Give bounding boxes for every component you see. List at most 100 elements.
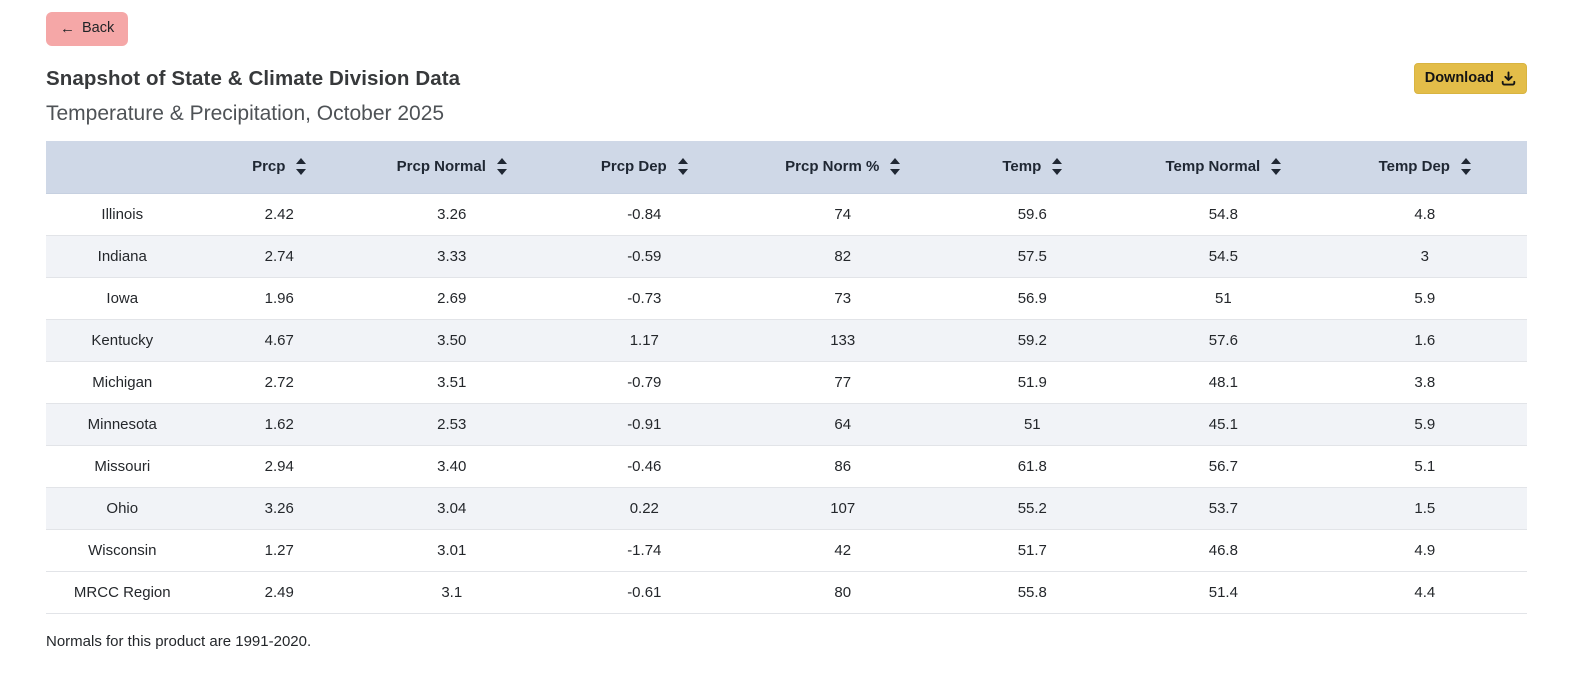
prcp-dep-cell: 0.22: [543, 487, 745, 530]
temp-cell: 61.8: [940, 445, 1125, 488]
prcp-cell: 2.49: [198, 571, 360, 614]
column-header-label: Temp Dep: [1378, 158, 1450, 176]
table-row: Michigan 2.72 3.51 -0.79 77 51.9 48.1 3.…: [46, 361, 1527, 404]
prcp-normal-cell: 3.26: [359, 193, 544, 236]
prcp-dep-cell: -1.74: [543, 529, 745, 572]
header-row: Prcp Prcp Normal Prcp Dep: [46, 141, 1527, 194]
temp-normal-cell: 51.4: [1124, 571, 1323, 614]
state-cell: Minnesota: [46, 403, 199, 446]
table-header: Prcp Prcp Normal Prcp Dep: [46, 141, 1527, 194]
page-subtitle: Temperature & Precipitation, October 202…: [46, 102, 445, 125]
column-header-label: Prcp Dep: [600, 158, 667, 176]
column-header-temp-normal[interactable]: Temp Normal: [1124, 141, 1323, 194]
download-button[interactable]: Download: [1413, 63, 1527, 94]
normals-footnote: Normals for this product are 1991-2020.: [46, 632, 312, 650]
sort-arrows-icon: [1052, 158, 1063, 176]
prcp-cell: 2.72: [198, 361, 360, 404]
temp-dep-cell: 5.9: [1322, 403, 1527, 446]
table-body: Illinois 2.42 3.26 -0.84 74 59.6 54.8 4.…: [46, 193, 1527, 614]
temp-normal-cell: 54.8: [1124, 193, 1323, 236]
state-cell: Kentucky: [46, 319, 199, 362]
state-cell: Wisconsin: [46, 529, 199, 572]
climate-data-table: Prcp Prcp Normal Prcp Dep: [46, 141, 1527, 614]
sort-arrows-icon: [1460, 158, 1471, 176]
prcp-normal-cell: 2.53: [359, 403, 544, 446]
prcp-normal-cell: 3.51: [359, 361, 544, 404]
prcp-dep-cell: -0.61: [543, 571, 745, 614]
column-header-temp[interactable]: Temp: [940, 141, 1125, 194]
temp-cell: 56.9: [940, 277, 1125, 320]
prcp-norm-pct-cell: 74: [745, 193, 941, 236]
state-cell: Ohio: [46, 487, 199, 530]
header-row: Snapshot of State & Climate Division Dat…: [46, 63, 1527, 126]
temp-cell: 57.5: [940, 235, 1125, 278]
temp-normal-cell: 57.6: [1124, 319, 1323, 362]
column-header-prcp[interactable]: Prcp: [198, 141, 360, 194]
column-header-prcp-normal[interactable]: Prcp Normal: [359, 141, 544, 194]
prcp-norm-pct-cell: 107: [745, 487, 941, 530]
temp-normal-cell: 56.7: [1124, 445, 1323, 488]
table-row: Indiana 2.74 3.33 -0.59 82 57.5 54.5 3: [46, 235, 1527, 278]
temp-dep-cell: 4.9: [1322, 529, 1527, 572]
temp-cell: 51: [940, 403, 1125, 446]
state-cell: MRCC Region: [46, 571, 199, 614]
prcp-normal-cell: 3.04: [359, 487, 544, 530]
back-button[interactable]: ← Back: [46, 12, 129, 46]
temp-cell: 51.9: [940, 361, 1125, 404]
temp-dep-cell: 1.5: [1322, 487, 1527, 530]
temp-dep-cell: 3: [1322, 235, 1527, 278]
table-row-region-summary: MRCC Region 2.49 3.1 -0.61 80 55.8 51.4 …: [46, 571, 1527, 614]
temp-cell: 55.2: [940, 487, 1125, 530]
prcp-normal-cell: 3.01: [359, 529, 544, 572]
temp-dep-cell: 5.9: [1322, 277, 1527, 320]
sort-arrows-icon: [296, 158, 307, 176]
back-button-label: Back: [82, 20, 115, 37]
column-header-prcp-dep[interactable]: Prcp Dep: [543, 141, 745, 194]
title-block: Snapshot of State & Climate Division Dat…: [46, 67, 460, 126]
column-header-prcp-norm-pct[interactable]: Prcp Norm %: [745, 141, 941, 194]
sort-arrows-icon: [496, 158, 507, 176]
sort-arrows-icon: [1271, 158, 1282, 176]
prcp-norm-pct-cell: 42: [745, 529, 941, 572]
column-header-temp-dep[interactable]: Temp Dep: [1322, 141, 1527, 194]
prcp-dep-cell: -0.91: [543, 403, 745, 446]
prcp-cell: 2.42: [198, 193, 360, 236]
prcp-normal-cell: 2.69: [359, 277, 544, 320]
temp-cell: 51.7: [940, 529, 1125, 572]
temp-dep-cell: 1.6: [1322, 319, 1527, 362]
temp-normal-cell: 48.1: [1124, 361, 1323, 404]
prcp-dep-cell: -0.73: [543, 277, 745, 320]
temp-normal-cell: 53.7: [1124, 487, 1323, 530]
prcp-norm-pct-cell: 86: [745, 445, 941, 488]
back-arrow-icon: ←: [60, 20, 75, 37]
temp-normal-cell: 51: [1124, 277, 1323, 320]
table-row: Missouri 2.94 3.40 -0.46 86 61.8 56.7 5.…: [46, 445, 1527, 488]
column-header-label: Temp: [1002, 158, 1042, 176]
prcp-normal-cell: 3.50: [359, 319, 544, 362]
state-cell: Missouri: [46, 445, 199, 488]
temp-cell: 59.6: [940, 193, 1125, 236]
prcp-dep-cell: -0.46: [543, 445, 745, 488]
temp-dep-cell: 4.4: [1322, 571, 1527, 614]
temp-dep-cell: 4.8: [1322, 193, 1527, 236]
temp-normal-cell: 45.1: [1124, 403, 1323, 446]
prcp-dep-cell: -0.59: [543, 235, 745, 278]
temp-normal-cell: 46.8: [1124, 529, 1323, 572]
prcp-norm-pct-cell: 64: [745, 403, 941, 446]
table-row: Ohio 3.26 3.04 0.22 107 55.2 53.7 1.5: [46, 487, 1527, 530]
prcp-cell: 3.26: [198, 487, 360, 530]
prcp-norm-pct-cell: 77: [745, 361, 941, 404]
table-row: Illinois 2.42 3.26 -0.84 74 59.6 54.8 4.…: [46, 193, 1527, 236]
prcp-normal-cell: 3.1: [359, 571, 544, 614]
state-cell: Iowa: [46, 277, 199, 320]
prcp-norm-pct-cell: 82: [745, 235, 941, 278]
download-button-label: Download: [1424, 70, 1494, 86]
table-row: Iowa 1.96 2.69 -0.73 73 56.9 51 5.9: [46, 277, 1527, 320]
table-row: Kentucky 4.67 3.50 1.17 133 59.2 57.6 1.…: [46, 319, 1527, 362]
prcp-dep-cell: 1.17: [543, 319, 745, 362]
prcp-cell: 1.62: [198, 403, 360, 446]
download-icon: [1501, 71, 1516, 86]
column-header-label: Prcp Norm %: [785, 158, 880, 176]
prcp-cell: 1.96: [198, 277, 360, 320]
